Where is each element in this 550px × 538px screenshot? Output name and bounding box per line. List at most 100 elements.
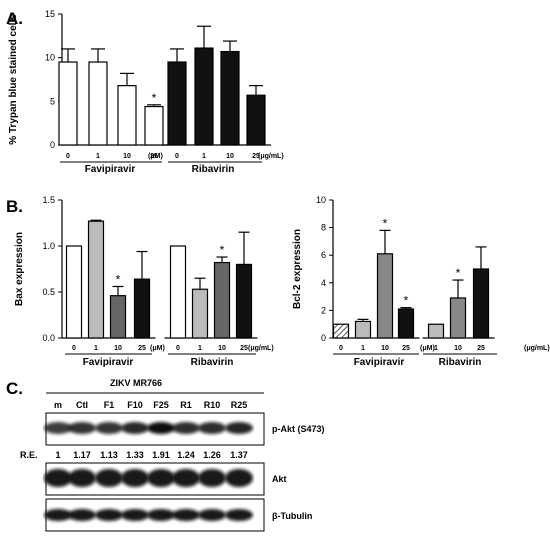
chart-a-y-tick-label: 10 — [45, 53, 55, 63]
blot-band — [172, 422, 200, 434]
chart-a-y-tick-label: 15 — [45, 9, 55, 19]
chart-b1-bar — [169, 245, 187, 339]
chart-b1-x-tick-label: 0 — [72, 345, 76, 352]
blot-band — [147, 422, 175, 434]
chart-b2-x-tick-label: 0 — [339, 345, 343, 352]
re-value: 1.37 — [230, 450, 248, 460]
blot-title: ZIKV MR766 — [110, 378, 162, 388]
chart-b2-y-tick-label: 6 — [321, 250, 326, 260]
blot-band — [95, 469, 123, 487]
re-value: 1.33 — [126, 450, 144, 460]
chart-b1-bar — [235, 263, 253, 339]
blot-band — [68, 469, 96, 487]
chart-a-x-tick-label: 0 — [66, 153, 70, 160]
chart-b2-x-tick-label: 1 — [361, 345, 365, 352]
chart-b2-bar — [449, 297, 467, 339]
re-value: 1 — [55, 450, 60, 460]
chart-b2-x-tick-label: 25 — [402, 345, 410, 352]
chart-b2-y-tick-label: 2 — [321, 305, 326, 315]
chart-b1-x-tick-label: 25 — [138, 345, 146, 352]
chart-b1-x-tick-label: 10 — [114, 345, 122, 352]
chart-b2-x-tick-label: 25 — [477, 345, 485, 352]
blot-bands — [44, 422, 253, 521]
chart-b1-group-label: Ribavirin — [191, 357, 234, 368]
chart-b1-significance-star: * — [116, 272, 121, 286]
western-blot: ZIKV MR766 m Ctl F1 F10 F25 R1 R10 R25 R.E. 1 1.… — [20, 378, 325, 532]
blot-band — [198, 469, 226, 487]
chart-a-significance-star: * — [152, 91, 157, 105]
re-value: 1.17 — [73, 450, 91, 460]
blot-lane-label: Ctl — [76, 400, 88, 410]
chart-b1-bar — [87, 220, 105, 339]
chart-b2-y-tick-label: 4 — [321, 278, 326, 288]
blot-band — [225, 509, 253, 521]
chart-b2-group-label: Ribavirin — [439, 357, 482, 368]
blot-band — [147, 469, 175, 487]
re-value: 1.13 — [100, 450, 118, 460]
chart-b1-x-tick-label: 1 — [198, 345, 202, 352]
chart-b1-bar — [133, 278, 151, 339]
panel-label-a: A. — [6, 9, 23, 28]
blot-lane-label: F1 — [104, 400, 115, 410]
chart-b2-bar — [354, 320, 372, 339]
chart-b1-bar — [109, 295, 127, 339]
chart-a-bar — [144, 105, 164, 146]
chart-a-x-tick-label: 10 — [226, 153, 234, 160]
chart-b2-group-label: Favipiravir — [354, 357, 405, 368]
blot-band — [198, 422, 226, 434]
blot-band — [225, 469, 253, 487]
blot-row-label-pakt: p-Akt (S473) — [272, 424, 325, 434]
chart-b2-significance-star: * — [383, 216, 388, 230]
chart-b2-y-tick-label: 10 — [316, 195, 326, 205]
re-value: 1.24 — [177, 450, 195, 460]
chart-a-bar — [117, 85, 137, 146]
chart-b2-bar — [397, 308, 415, 339]
chart-b2-x-tick-label: 1 — [434, 345, 438, 352]
chart-a-x-tick-label: 1 — [202, 153, 206, 160]
blot-lane-label: R10 — [204, 400, 221, 410]
blot-band — [121, 469, 149, 487]
chart-a-bar — [88, 61, 108, 146]
chart-b1-y-tick-label: 1.0 — [42, 241, 55, 251]
chart-a-unit-label-2: (μg/mL) — [258, 153, 284, 160]
chart-a-x-tick-label: 1 — [96, 153, 100, 160]
blot-row-label-akt: Akt — [272, 474, 287, 484]
blot-band — [198, 509, 226, 521]
chart-b1-x-tick-label: 25 — [240, 345, 248, 352]
chart-b2-significance-star: * — [404, 294, 409, 308]
chart-b-bax: 0.0 0.5 1.0 1.5 Bax expression 0 1 * 10 25 0 1 * 10 25… — [14, 195, 274, 368]
chart-b1-y-label: Bax expression — [14, 232, 25, 306]
chart-a-x-tick-label: 0 — [175, 153, 179, 160]
chart-b1-y-tick-label: 1.5 — [42, 195, 55, 205]
panel-label-b: B. — [6, 197, 23, 216]
chart-b2-bar — [332, 323, 350, 339]
panel-label-c: C. — [6, 379, 23, 398]
blot-band — [44, 469, 72, 487]
chart-b2-x-tick-label: 10 — [381, 345, 389, 352]
re-value: 1.91 — [152, 450, 170, 460]
blot-band — [95, 422, 123, 434]
blot-band — [225, 422, 253, 434]
chart-b2-y-tick-label: 8 — [321, 223, 326, 233]
chart-a-bar — [246, 94, 266, 146]
chart-b1-significance-star: * — [220, 243, 225, 257]
blot-band — [121, 509, 149, 521]
chart-b1-y-tick-label: 0.5 — [42, 287, 55, 297]
blot-lane-label: m — [54, 400, 62, 410]
chart-a-bar — [58, 61, 78, 146]
blot-band — [172, 469, 200, 487]
chart-a-x-tick-label: 25 — [150, 153, 158, 160]
chart-b1-unit-label-1: (μM) — [150, 345, 165, 352]
blot-band — [68, 509, 96, 521]
chart-b2-x-tick-label: 10 — [454, 345, 462, 352]
blot-band — [44, 509, 72, 521]
chart-b1-bar — [65, 245, 83, 339]
blot-lane-label: F10 — [127, 400, 143, 410]
chart-b2-bar — [472, 268, 490, 339]
chart-a-bar — [194, 47, 214, 146]
chart-b1-y-tick-label: 0.0 — [42, 333, 55, 343]
blot-lane-label: R25 — [231, 400, 248, 410]
chart-b1-x-tick-label: 1 — [94, 345, 98, 352]
